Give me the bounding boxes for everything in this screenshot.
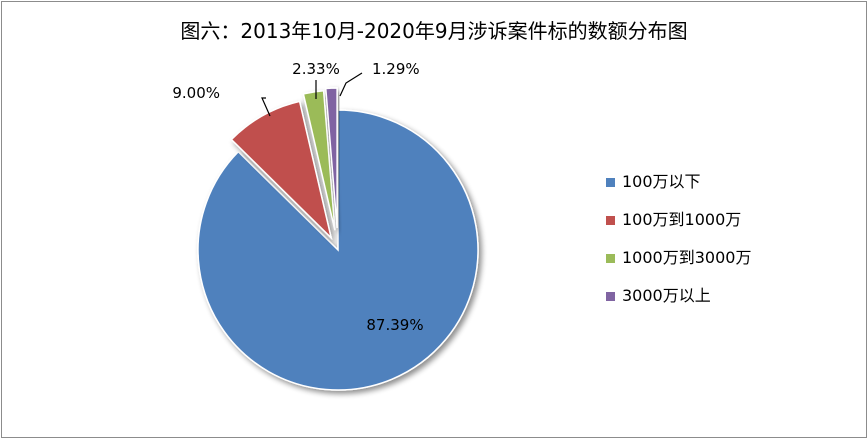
data-label-4: 1.29% (372, 60, 420, 78)
data-label-2: 9.00% (172, 84, 220, 102)
legend-label-3: 1000万到3000万 (622, 248, 751, 267)
pie-slice-1 (197, 109, 479, 391)
legend-label-1: 100万以下 (622, 172, 701, 191)
data-labels: 87.39% 9.00% 2.33% 1.29% (172, 60, 423, 334)
legend: 100万以下 100万到1000万 1000万到3000万 3000万以上 (606, 172, 751, 305)
leader-lines (261, 72, 363, 117)
leader-line-2 (261, 97, 271, 117)
legend-swatch-3 (606, 254, 615, 263)
pie-slice-2 (230, 100, 333, 241)
legend-swatch-1 (606, 178, 615, 187)
chart-title: 图六：2013年10月-2020年9月涉诉案件标的数额分布图 (180, 19, 687, 43)
legend-swatch-2 (606, 216, 615, 225)
pie-slice-4 (324, 87, 338, 229)
data-label-1: 87.39% (366, 316, 423, 334)
leader-line-4 (339, 72, 363, 97)
pie-slices (197, 87, 479, 391)
legend-label-4: 3000万以上 (622, 286, 711, 305)
pie-slice-3 (302, 89, 336, 231)
legend-swatch-4 (606, 292, 615, 301)
legend-label-2: 100万到1000万 (622, 210, 741, 229)
data-label-3: 2.33% (292, 60, 340, 78)
